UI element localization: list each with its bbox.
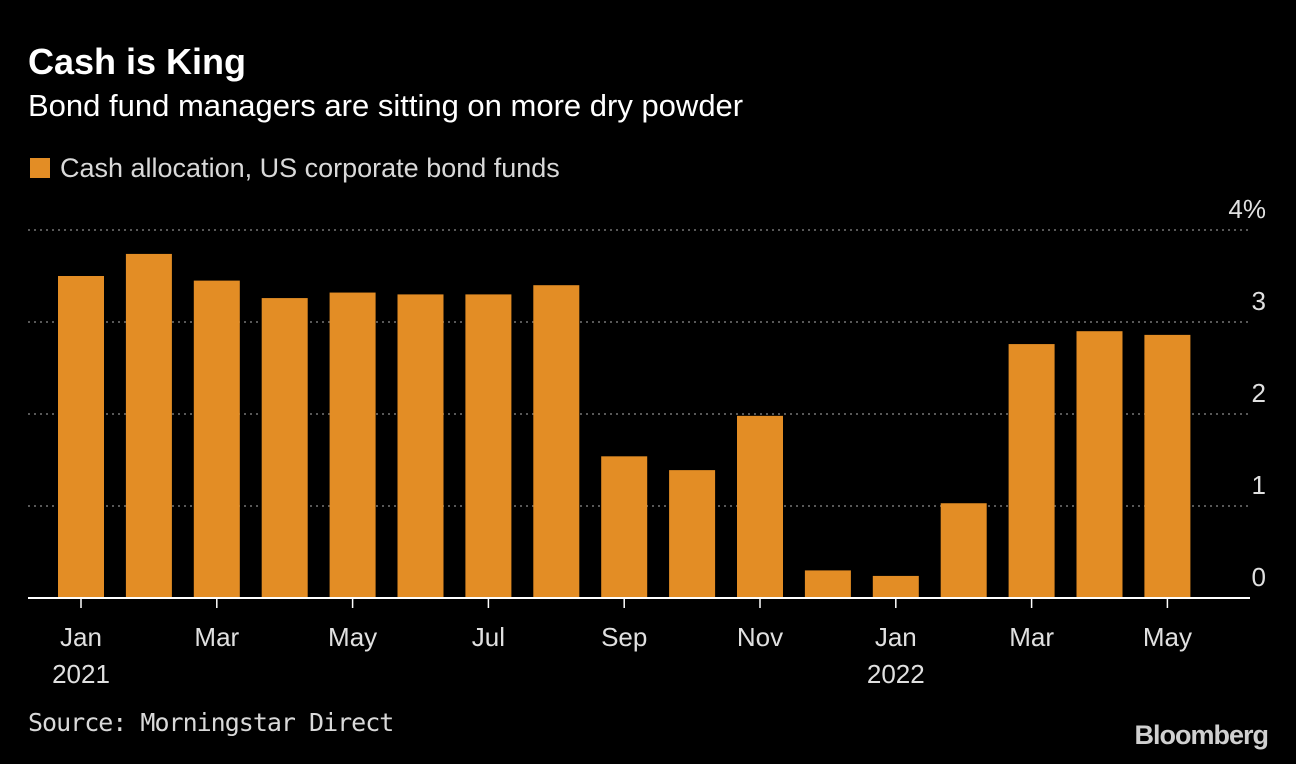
x-tick-label: May (328, 622, 377, 652)
bar (533, 285, 580, 598)
bloomberg-logo: Bloomberg (1134, 720, 1269, 750)
bar (193, 280, 240, 598)
x-tick-label: Sep (601, 622, 647, 652)
bar (1076, 331, 1123, 598)
x-tick-label: Jan (60, 622, 102, 652)
bar (397, 294, 444, 598)
bar (669, 470, 716, 598)
bar (465, 294, 512, 598)
bar (1008, 344, 1055, 598)
bar (329, 292, 376, 598)
legend-label: Cash allocation, US corporate bond funds (60, 152, 560, 183)
y-tick-label: 3 (1252, 286, 1266, 316)
legend: Cash allocation, US corporate bond funds (30, 148, 560, 188)
y-tick-label: 0 (1252, 562, 1266, 592)
bar (1144, 334, 1191, 598)
bar (737, 415, 783, 598)
x-tick-label: Mar (1009, 622, 1054, 652)
x-tick-label: May (1143, 622, 1192, 652)
bar (804, 570, 851, 598)
x-tick-label: Jul (472, 622, 505, 652)
bar (872, 575, 919, 598)
x-tick-label: Jan (875, 622, 917, 652)
y-tick-label: 2 (1252, 378, 1266, 408)
legend-swatch (30, 158, 50, 178)
x-tick-label: Nov (737, 622, 783, 652)
y-tick-label: 4% (1228, 194, 1266, 224)
y-tick-label: 1 (1252, 470, 1266, 500)
source-note: Source: Morningstar Direct (28, 708, 394, 737)
bar (940, 503, 987, 598)
x-tick-label: Mar (194, 622, 239, 652)
x-tick-year-label: 2021 (52, 659, 110, 689)
bar (601, 456, 648, 598)
bar (58, 276, 104, 598)
bar (125, 253, 172, 599)
chart-subtitle: Bond fund managers are sitting on more d… (28, 88, 744, 123)
chart-title: Cash is King (28, 41, 247, 82)
bar (261, 298, 308, 598)
x-tick-year-label: 2022 (867, 659, 925, 689)
